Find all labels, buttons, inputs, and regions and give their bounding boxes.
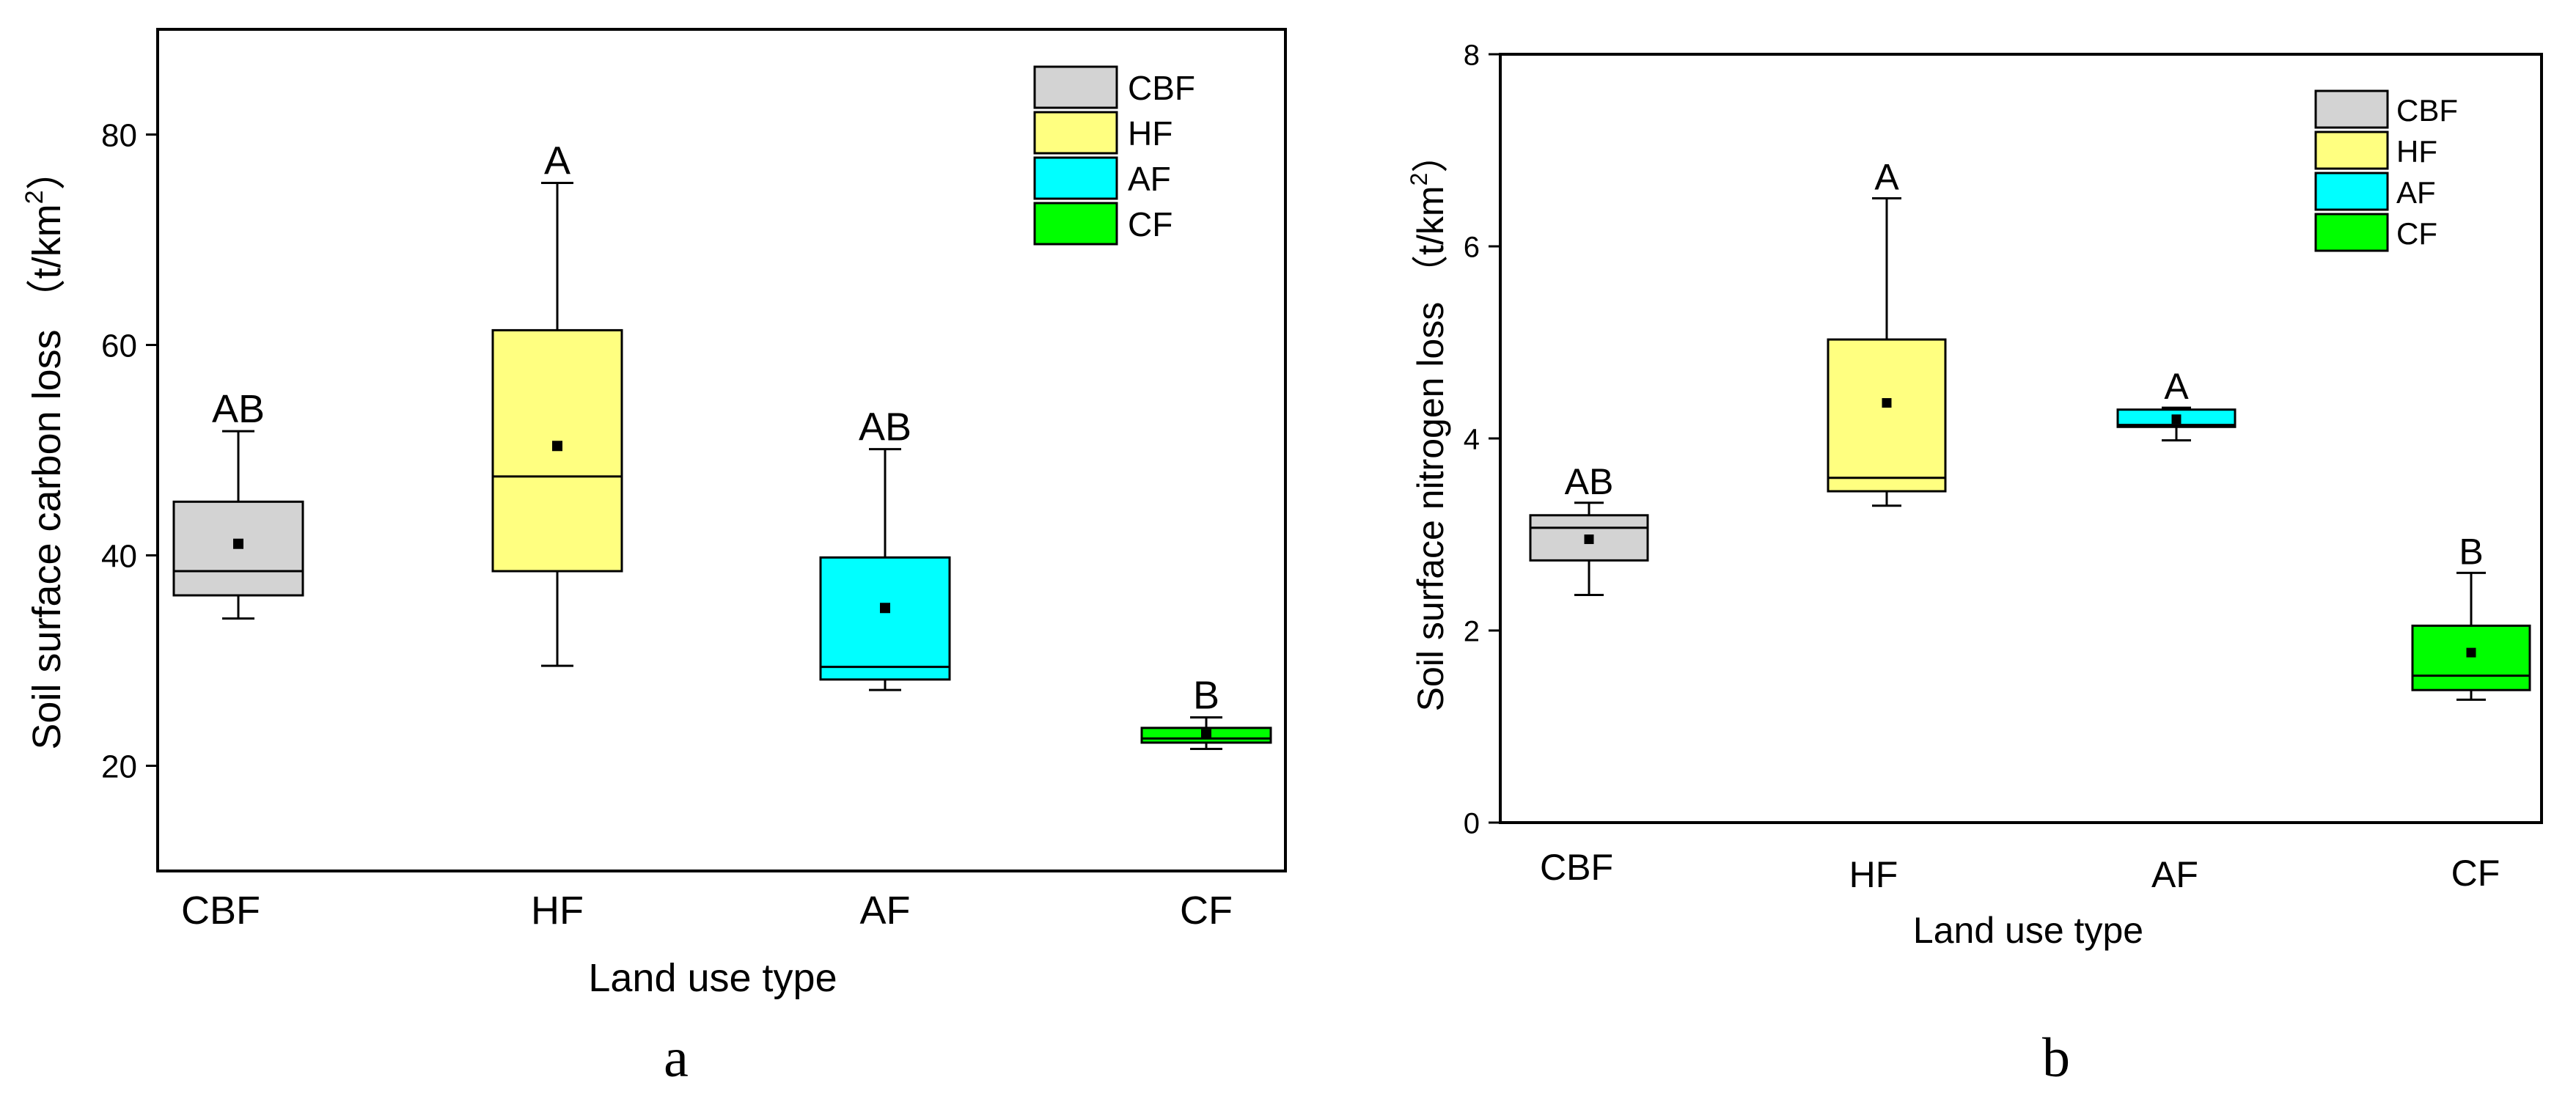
chart-b-box-af: A: [2116, 366, 2236, 442]
chart-a-x-tick-label: CBF: [181, 889, 260, 933]
legend-label: CF: [2396, 216, 2437, 251]
mean-marker: [1201, 729, 1211, 740]
significance-label: B: [1193, 673, 1219, 717]
chart-b-y-tick-label: 2: [1464, 615, 1480, 647]
chart-b-x-axis-label: Land use type: [1913, 910, 2143, 951]
chart-a-plot-frame: [156, 28, 1287, 872]
chart-a-box-cbf: AB: [172, 387, 304, 620]
significance-label: A: [1874, 157, 1899, 198]
chart-b-x-tick-label: HF: [1849, 854, 1898, 895]
chart-b-y-tick-label: 0: [1464, 807, 1480, 839]
chart-b-box-cbf: AB: [1529, 461, 1649, 597]
chart-a-y-tick-label: 80: [101, 117, 137, 153]
legend-swatch-hf: [1033, 111, 1118, 155]
chart-b-y-tick-label: 8: [1464, 39, 1480, 71]
chart-a-box-cf: B: [1140, 673, 1272, 751]
chart-b-x-tick-label: CF: [2451, 853, 2500, 894]
chart-a-x-tick-label: CF: [1180, 889, 1233, 933]
legend-label: CF: [1128, 205, 1173, 243]
mean-marker: [1584, 534, 1594, 545]
chart-b-box-cf: B: [2411, 531, 2531, 701]
significance-label: AB: [859, 405, 911, 449]
chart-a: 20 40 60 80 AB A AB B CBF HF AF CF Land use ty…: [21, 28, 1287, 1089]
mean-marker: [2466, 647, 2476, 658]
chart-a-panel-label: a: [664, 1027, 689, 1089]
chart-b-y-axis: 0 2 4 6 8: [1464, 39, 1500, 839]
chart-a-legend: CBF HF AF CF: [1033, 65, 1195, 246]
chart-a-boxes: AB A AB B: [172, 139, 1272, 751]
legend-label: CBF: [2396, 93, 2458, 128]
legend-label: AF: [1128, 160, 1171, 198]
significance-label: B: [2459, 531, 2483, 572]
chart-b-box-hf: A: [1827, 157, 1947, 507]
mean-marker: [233, 538, 243, 549]
iqr-box: [1827, 338, 1947, 493]
legend-label: AF: [2396, 175, 2436, 210]
legend-swatch-af: [2314, 172, 2389, 211]
chart-a-box-hf: A: [491, 139, 623, 667]
chart-b-legend: CBF HF AF CF: [2314, 89, 2458, 252]
significance-label: AB: [1565, 461, 1614, 502]
legend-swatch-af: [1033, 156, 1118, 200]
legend-swatch-cbf: [1033, 65, 1118, 109]
chart-b-panel-label: b: [2042, 1027, 2070, 1089]
iqr-box: [1529, 514, 1649, 562]
chart-a-y-tick-label: 20: [101, 749, 137, 784]
chart-a-box-af: AB: [819, 405, 951, 691]
legend-swatch-cf: [1033, 202, 1118, 246]
significance-label: A: [2164, 366, 2189, 407]
legend-swatch-hf: [2314, 131, 2389, 170]
chart-a-x-tick-label: HF: [531, 889, 584, 933]
chart-b-y-tick-label: 4: [1464, 423, 1480, 455]
chart-a-y-axis: 20 40 60 80: [101, 117, 158, 784]
chart-a-y-tick-label: 60: [101, 328, 137, 364]
mean-marker: [552, 441, 562, 452]
chart-a-y-axis-label: Soil surface carbon loss （t/km2）: [21, 150, 69, 749]
legend-swatch-cf: [2314, 213, 2389, 252]
iqr-box: [2411, 624, 2531, 691]
legend-swatch-cbf: [2314, 89, 2389, 129]
chart-a-category-labels: CBF HF AF CF: [181, 889, 1233, 933]
legend-label: CBF: [1128, 69, 1195, 107]
chart-a-y-tick-label: 40: [101, 538, 137, 574]
chart-b-x-tick-label: CBF: [1540, 847, 1613, 888]
chart-b-y-tick-label: 6: [1464, 231, 1480, 263]
mean-marker: [1882, 398, 1892, 408]
chart-b-category-labels: CBF HF AF CF: [1540, 847, 2500, 895]
significance-label: A: [544, 139, 570, 183]
chart-a-x-tick-label: AF: [859, 889, 910, 933]
mean-marker: [880, 603, 890, 614]
chart-a-x-axis-label: Land use type: [588, 956, 837, 1000]
chart-b-x-tick-label: AF: [2151, 854, 2198, 895]
legend-label: HF: [1128, 114, 1173, 152]
iqr-box: [819, 556, 951, 681]
significance-label: AB: [212, 387, 265, 431]
mean-marker: [2171, 414, 2181, 424]
chart-b-y-axis-label: Soil surface nitrogen loss （t/km2）: [1406, 136, 1451, 712]
legend-label: HF: [2396, 134, 2437, 169]
